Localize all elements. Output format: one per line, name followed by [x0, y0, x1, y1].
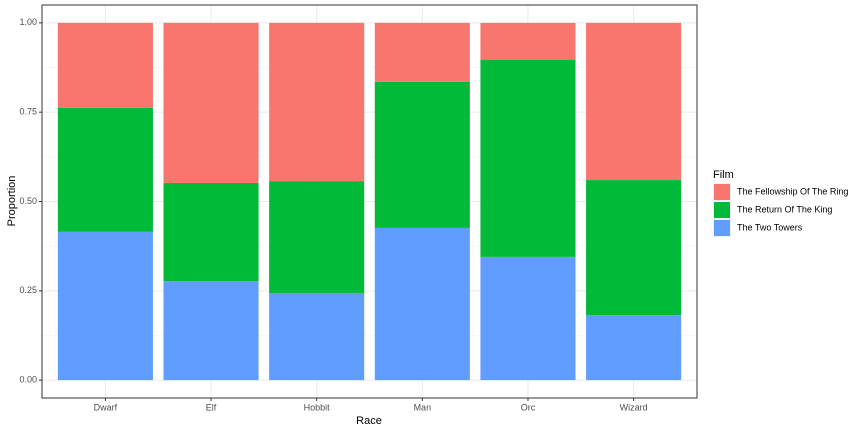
bar-segment	[586, 315, 682, 381]
legend-label: The Fellowship Of The Ring	[737, 186, 848, 196]
y-tick-label: 0.00	[19, 375, 37, 385]
x-tick-label: Elf	[206, 402, 217, 412]
bar-segment	[269, 292, 365, 381]
bar-segment	[57, 22, 153, 108]
bar-segment	[57, 107, 153, 232]
x-tick-label: Orc	[521, 402, 536, 412]
y-tick-label: 1.00	[19, 17, 37, 27]
bar-segment	[586, 22, 682, 181]
bar-segment	[163, 182, 259, 282]
bar-segment	[163, 22, 259, 183]
legend-swatch	[714, 184, 730, 200]
panel-border	[41, 4, 698, 399]
x-tick-label: Wizard	[620, 402, 648, 412]
legend-label: The Two Towers	[737, 222, 803, 232]
x-tick-label: Hobbit	[304, 402, 331, 412]
y-axis-title: Proportion	[6, 176, 18, 227]
legend-label: The Return Of The King	[737, 204, 832, 214]
bar-segment	[57, 231, 153, 381]
bar-segment	[269, 181, 365, 293]
bar-segment	[480, 256, 576, 381]
legend-title: Film	[713, 169, 734, 181]
y-tick-label: 0.50	[19, 196, 37, 206]
y-tick-label: 0.75	[19, 107, 37, 117]
x-tick-label: Dwarf	[94, 402, 118, 412]
x-axis-title: Race	[356, 415, 382, 427]
bar-segment	[586, 180, 682, 316]
legend-swatch	[714, 220, 730, 236]
bar-segment	[374, 81, 470, 228]
y-tick-label: 0.25	[19, 285, 37, 295]
bar-segment	[480, 22, 576, 61]
bar-segment	[480, 60, 576, 257]
bar-segment	[374, 227, 470, 381]
legend-swatch	[714, 202, 730, 218]
bar-segment	[374, 22, 470, 82]
bar-segment	[269, 22, 365, 182]
bar-segment	[163, 281, 259, 381]
x-tick-label: Man	[414, 402, 432, 412]
